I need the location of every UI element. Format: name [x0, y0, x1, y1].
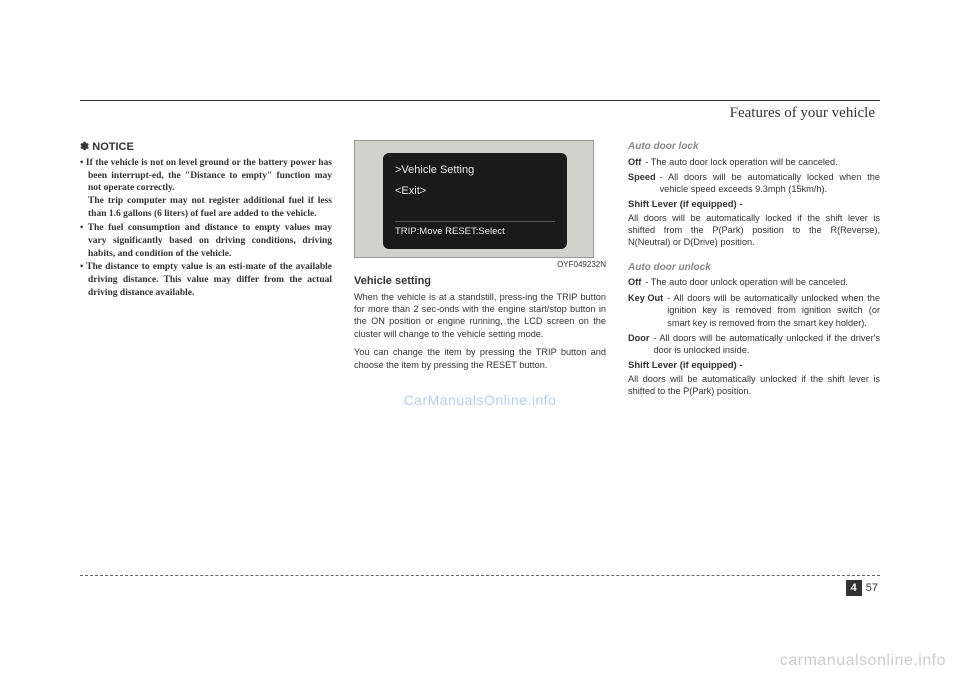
- vehicle-setting-para1: When the vehicle is at a standstill, pre…: [354, 291, 606, 341]
- column-3: Auto door lock Off - The auto door lock …: [628, 140, 880, 404]
- auto-lock-heading: Auto door lock: [628, 140, 880, 154]
- lcd-top: >Vehicle Setting <Exit>: [395, 163, 555, 199]
- header-title: Features of your vehicle: [80, 105, 880, 122]
- lcd-screen: >Vehicle Setting <Exit> TRIP:Move RESET:…: [383, 153, 567, 249]
- unlock-off-row: Off - The auto door unlock operation wil…: [628, 276, 880, 288]
- lock-speed-desc: - All doors will be automatically locked…: [656, 171, 880, 196]
- lcd-illustration: >Vehicle Setting <Exit> TRIP:Move RESET:…: [354, 140, 594, 258]
- image-code: OYF049232N: [354, 260, 606, 271]
- notice-list: • If the vehicle is not on level ground …: [80, 157, 332, 300]
- unlock-shift-label: Shift Lever (if equipped) -: [628, 360, 880, 373]
- unlock-key-desc: - All doors will be automatically unlock…: [663, 292, 880, 329]
- footer: 4 57: [80, 575, 880, 596]
- column-2: >Vehicle Setting <Exit> TRIP:Move RESET:…: [354, 140, 606, 404]
- notice-item-3: • The distance to empty value is an esti…: [80, 261, 332, 299]
- unlock-door-term: Door: [628, 332, 649, 357]
- header-rule: [80, 100, 880, 101]
- page-content: Features of your vehicle ✽ NOTICE • If t…: [80, 100, 880, 404]
- lock-speed-row: Speed - All doors will be automatically …: [628, 171, 880, 196]
- lock-off-row: Off - The auto door lock operation will …: [628, 156, 880, 168]
- lock-shift-desc: All doors will be automatically locked i…: [628, 212, 880, 249]
- lcd-line-2: <Exit>: [395, 184, 555, 199]
- lcd-footer: TRIP:Move RESET:Select: [395, 221, 555, 239]
- notice-item-1-sub: The trip computer may not register addit…: [88, 195, 332, 221]
- unlock-door-desc: - All doors will be automatically unlock…: [649, 332, 880, 357]
- page-number-box: 4 57: [846, 580, 880, 596]
- notice-item-1: • If the vehicle is not on level ground …: [80, 157, 332, 221]
- notice-item-1-text: • If the vehicle is not on level ground …: [80, 158, 332, 194]
- unlock-door-row: Door - All doors will be automatically u…: [628, 332, 880, 357]
- column-container: ✽ NOTICE • If the vehicle is not on leve…: [80, 140, 880, 404]
- column-1: ✽ NOTICE • If the vehicle is not on leve…: [80, 140, 332, 404]
- lock-off-desc: - The auto door lock operation will be c…: [641, 156, 837, 168]
- footer-page: 57: [864, 580, 880, 596]
- unlock-shift-desc: All doors will be automatically unlocked…: [628, 373, 880, 398]
- lock-shift-label: Shift Lever (if equipped) -: [628, 199, 880, 212]
- notice-heading: ✽ NOTICE: [80, 140, 332, 155]
- footer-section: 4: [846, 580, 862, 596]
- lock-speed-term: Speed: [628, 171, 656, 196]
- lock-off-term: Off: [628, 156, 641, 168]
- auto-unlock-heading: Auto door unlock: [628, 261, 880, 275]
- bottom-watermark: carmanualsonline.info: [780, 652, 946, 670]
- unlock-off-desc: - The auto door unlock operation will be…: [641, 276, 848, 288]
- lcd-line-1: >Vehicle Setting: [395, 163, 555, 178]
- unlock-key-term: Key Out: [628, 292, 663, 329]
- vehicle-setting-heading: Vehicle setting: [354, 274, 606, 289]
- vehicle-setting-para2: You can change the item by pressing the …: [354, 346, 606, 371]
- notice-item-2: • The fuel consumption and distance to e…: [80, 222, 332, 260]
- unlock-key-row: Key Out - All doors will be automaticall…: [628, 292, 880, 329]
- unlock-off-term: Off: [628, 276, 641, 288]
